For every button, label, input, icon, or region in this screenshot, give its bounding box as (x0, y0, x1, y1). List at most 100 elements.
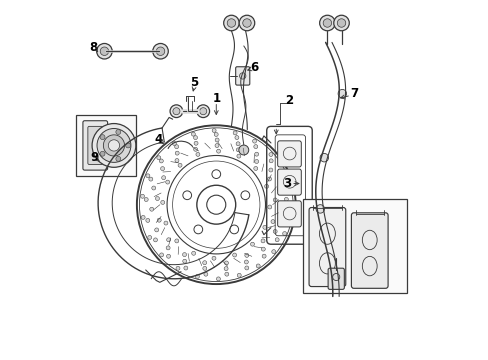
Text: 6: 6 (250, 60, 258, 73)
Circle shape (238, 145, 248, 155)
Circle shape (333, 15, 348, 31)
Circle shape (153, 238, 157, 242)
Circle shape (92, 123, 136, 167)
Circle shape (253, 145, 257, 149)
Circle shape (100, 47, 108, 55)
Circle shape (193, 147, 197, 151)
FancyBboxPatch shape (235, 67, 249, 85)
Circle shape (233, 131, 237, 135)
Circle shape (267, 177, 271, 181)
Circle shape (199, 108, 206, 115)
Circle shape (174, 239, 179, 243)
Circle shape (203, 261, 206, 265)
Text: 1: 1 (212, 93, 220, 105)
Text: 9: 9 (90, 150, 99, 163)
Circle shape (263, 225, 266, 229)
Circle shape (157, 156, 161, 160)
Circle shape (224, 272, 228, 276)
Circle shape (242, 19, 251, 27)
Circle shape (277, 188, 281, 192)
Circle shape (144, 198, 148, 202)
Text: 8: 8 (89, 41, 98, 54)
Circle shape (116, 156, 121, 161)
Circle shape (268, 153, 272, 157)
Circle shape (140, 194, 144, 198)
Circle shape (196, 152, 200, 156)
Circle shape (162, 176, 165, 180)
Circle shape (223, 15, 239, 31)
Circle shape (234, 136, 239, 140)
FancyBboxPatch shape (277, 169, 301, 195)
Circle shape (147, 235, 151, 239)
Circle shape (287, 190, 291, 194)
Text: 7: 7 (349, 87, 357, 100)
Circle shape (239, 15, 254, 31)
Circle shape (282, 231, 286, 235)
Circle shape (275, 238, 279, 242)
Circle shape (237, 273, 241, 277)
Text: 4: 4 (154, 133, 162, 146)
FancyBboxPatch shape (327, 268, 344, 289)
Circle shape (173, 108, 180, 115)
Circle shape (148, 177, 153, 181)
Circle shape (252, 139, 256, 143)
Circle shape (149, 207, 153, 211)
Circle shape (216, 149, 220, 153)
Circle shape (178, 163, 182, 167)
FancyBboxPatch shape (88, 126, 103, 165)
Circle shape (261, 247, 265, 251)
Circle shape (236, 154, 241, 158)
Circle shape (320, 153, 328, 162)
Circle shape (156, 47, 164, 55)
Text: 5: 5 (190, 76, 198, 90)
Circle shape (319, 15, 334, 31)
Circle shape (166, 238, 170, 242)
Circle shape (273, 229, 277, 233)
Circle shape (284, 197, 288, 201)
Circle shape (197, 105, 209, 118)
Circle shape (254, 152, 258, 156)
Circle shape (183, 266, 187, 270)
Circle shape (175, 151, 179, 155)
Circle shape (279, 177, 283, 181)
Circle shape (267, 205, 271, 209)
Circle shape (166, 254, 170, 258)
Circle shape (157, 218, 161, 222)
Circle shape (256, 264, 260, 268)
Circle shape (261, 239, 264, 243)
Circle shape (161, 201, 164, 204)
Circle shape (253, 166, 257, 170)
Circle shape (165, 180, 169, 184)
Circle shape (215, 138, 219, 142)
Circle shape (125, 143, 130, 148)
Circle shape (250, 242, 254, 246)
Circle shape (194, 141, 198, 145)
Circle shape (323, 19, 331, 27)
Circle shape (212, 129, 216, 132)
Circle shape (254, 159, 258, 163)
Circle shape (170, 105, 183, 118)
Circle shape (97, 44, 112, 59)
Circle shape (152, 44, 168, 59)
Bar (302, 199, 406, 293)
Circle shape (262, 254, 265, 258)
Circle shape (145, 174, 150, 178)
Circle shape (270, 220, 274, 224)
Circle shape (103, 135, 124, 156)
Circle shape (203, 272, 207, 276)
Circle shape (176, 266, 180, 270)
Circle shape (232, 253, 236, 257)
Circle shape (239, 73, 245, 79)
FancyBboxPatch shape (277, 141, 301, 167)
Circle shape (191, 251, 195, 255)
Circle shape (214, 132, 218, 136)
Circle shape (191, 132, 195, 136)
Circle shape (100, 151, 105, 156)
Circle shape (203, 266, 206, 270)
Circle shape (151, 186, 156, 190)
Circle shape (175, 158, 179, 162)
Circle shape (182, 253, 186, 257)
Circle shape (97, 129, 131, 162)
Circle shape (174, 145, 178, 149)
Circle shape (172, 141, 176, 145)
